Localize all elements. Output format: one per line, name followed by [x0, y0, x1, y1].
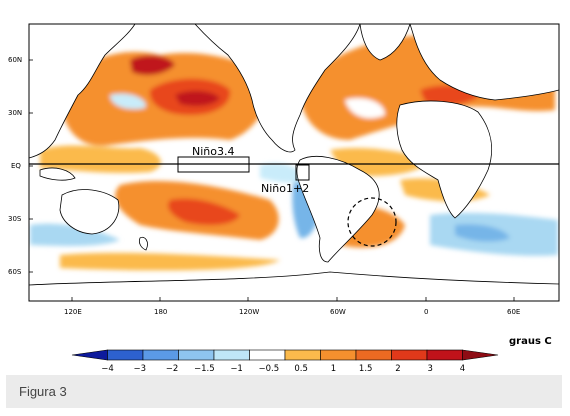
colorbar-swatch — [213, 349, 250, 361]
anomaly-so-cool-west — [30, 223, 120, 246]
anomaly-spac-strong — [168, 198, 240, 226]
land-greenland — [359, 24, 411, 61]
colorbar-tick-label: 1 — [331, 364, 336, 374]
lat-tick-eq: EQ — [11, 162, 21, 170]
land-europe — [409, 24, 559, 101]
colorbar-swatch — [462, 349, 499, 361]
land-masses — [29, 24, 559, 301]
lat-tick-30s: 30S — [8, 215, 22, 223]
nino34-box — [177, 156, 250, 173]
colorbar-swatch — [71, 349, 108, 361]
lat-tick-60n: 60N — [8, 56, 22, 64]
colorbar-tick-label: 3 — [428, 364, 433, 374]
colorbar-tick-label: −1.5 — [194, 364, 215, 374]
sst-anomaly-map-figure: Niño3.4 Niño1+2 60N 30N EQ 30S 60S — [8, 23, 560, 374]
anomaly-wpac-warm — [40, 145, 161, 173]
land-new-zealand — [138, 236, 148, 251]
colorbar-swatch — [320, 349, 357, 361]
colorbar-swatch — [178, 349, 215, 361]
colorbar-tick-label: −4 — [101, 364, 114, 374]
colorbar-swatch — [284, 349, 321, 361]
land-south-america — [296, 155, 380, 263]
nino34-label: Niño3.4 — [192, 145, 234, 158]
land-antarctica — [29, 271, 559, 301]
anomaly-so-warm — [60, 252, 280, 271]
anomaly-so-cold-east — [455, 224, 510, 242]
land-australia — [59, 189, 120, 235]
colorbar-unit-label: graus C — [509, 336, 552, 347]
colorbar-tick-label: −3 — [134, 364, 147, 374]
colorbar-swatch — [107, 349, 144, 361]
map-frame — [28, 23, 560, 302]
lat-tick-60s: 60S — [8, 268, 22, 276]
colorbar-tick-label: 0.5 — [294, 364, 308, 374]
map-panel: Niño3.4 Niño1+2 60N 30N EQ 30S 60S — [8, 23, 560, 316]
lon-tick-60e: 60E — [507, 308, 520, 316]
anomaly-natl-cool — [345, 98, 385, 119]
lon-tick-120w: 120W — [239, 308, 259, 316]
nino12-label: Niño1+2 — [261, 182, 309, 195]
colorbar-swatch — [249, 349, 286, 361]
anomaly-npac-core — [175, 90, 220, 106]
colorbar-tick-label: −2 — [166, 364, 179, 374]
highlight-circle — [347, 197, 397, 247]
lon-tick-60w: 60W — [330, 308, 346, 316]
lon-axis: 120E 180 120W 60W 0 60E — [64, 297, 520, 316]
lon-tick-0: 0 — [424, 308, 428, 316]
colorbar: −4 −3 −2 −1.5 −1 −0.5 0.5 1 1.5 2 3 4 — [71, 349, 499, 374]
lon-tick-120e: 120E — [64, 308, 82, 316]
land-asia-east — [29, 24, 136, 159]
colorbar-tick-label: −0.5 — [259, 364, 280, 374]
colorbar-swatch — [391, 349, 428, 361]
figure-caption: Figura 3 — [19, 384, 67, 399]
land-indonesia — [39, 167, 76, 181]
colorbar-tick-label: 1.5 — [359, 364, 373, 374]
colorbar-swatch — [142, 349, 179, 361]
anomaly-npac-cool — [110, 93, 146, 110]
colorbar-swatch — [355, 349, 392, 361]
land-africa — [396, 100, 493, 219]
lon-tick-180: 180 — [154, 308, 167, 316]
colorbar-swatch — [426, 349, 463, 361]
caption-bar: Figura 3 — [6, 375, 562, 408]
land-north-america — [194, 24, 361, 153]
colorbar-tick-label: −1 — [230, 364, 243, 374]
colorbar-tick-label: 2 — [395, 364, 400, 374]
lat-tick-30n: 30N — [8, 109, 22, 117]
anomaly-ep-cool — [260, 163, 305, 183]
colorbar-tick-label: 4 — [460, 364, 465, 374]
nino12-box — [295, 164, 310, 181]
lat-axis: 60N 30N EQ 30S 60S — [8, 56, 33, 276]
anomaly-bering — [130, 55, 175, 76]
